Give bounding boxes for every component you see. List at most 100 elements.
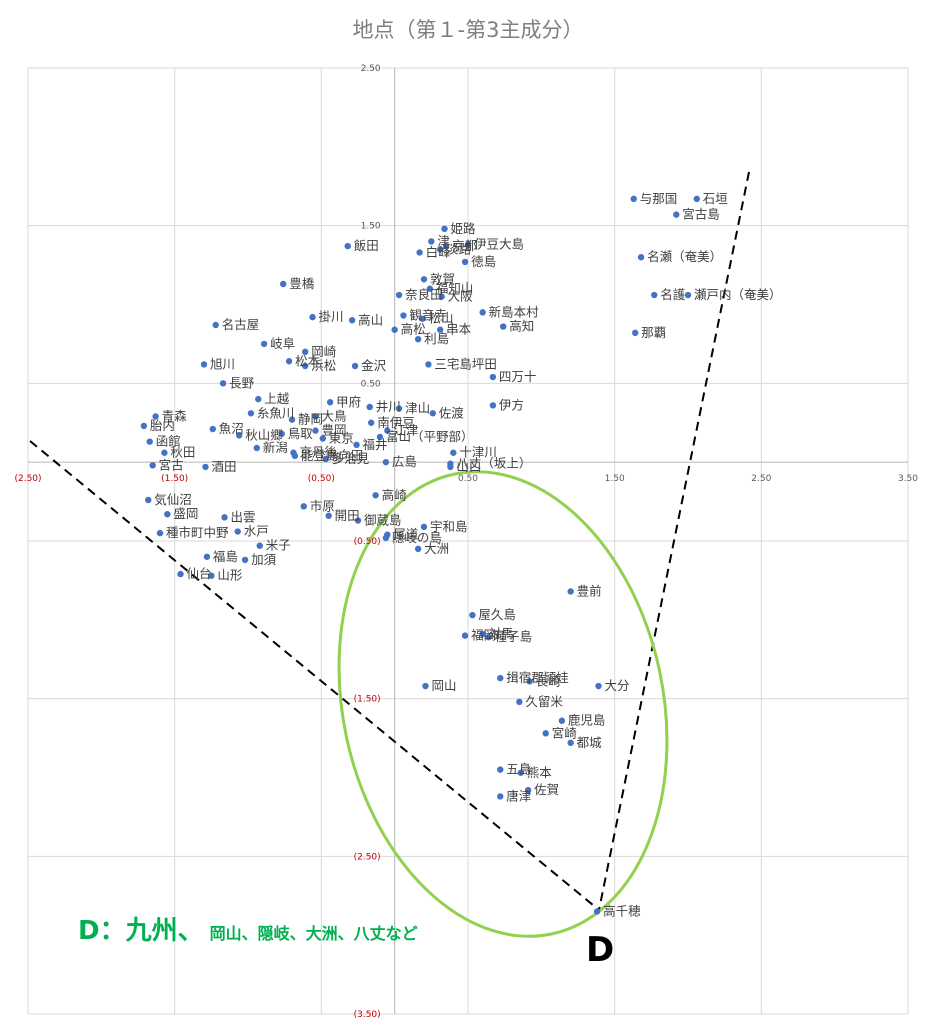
right-boundary-line bbox=[598, 171, 750, 911]
x-tick-label: (2.50) bbox=[14, 474, 41, 484]
data-point-label: 福岡 bbox=[471, 628, 496, 643]
data-point bbox=[558, 717, 566, 724]
data-point-label: 三宅島坪田 bbox=[434, 356, 497, 371]
data-point-label: 新島本村 bbox=[489, 304, 540, 319]
y-tick-label: (0.50) bbox=[354, 537, 381, 547]
data-point bbox=[322, 455, 329, 463]
data-point-label: 胎内 bbox=[150, 418, 175, 433]
data-point bbox=[366, 403, 373, 411]
data-point-label: 名瀬（奄美） bbox=[647, 249, 722, 264]
data-point-label: 福井 bbox=[363, 437, 388, 452]
data-point-label: 豊岡 bbox=[321, 423, 346, 438]
data-point-label: 福知山 bbox=[436, 281, 474, 296]
y-tick-label: (2.50) bbox=[354, 852, 381, 862]
data-point bbox=[414, 335, 422, 343]
data-point bbox=[426, 285, 434, 292]
data-point-label: 高千穂 bbox=[603, 904, 641, 919]
data-point-label: 屋久島 bbox=[478, 607, 516, 622]
data-point-label: 那覇 bbox=[641, 325, 666, 340]
data-point-label: 青森 bbox=[162, 408, 188, 423]
data-point bbox=[212, 321, 219, 329]
data-point-label: 松山 bbox=[429, 311, 454, 326]
data-point bbox=[351, 362, 359, 370]
data-point-label: 宮古島 bbox=[682, 207, 720, 222]
data-point bbox=[526, 678, 533, 685]
annotation-detail: 岡山、隠岐、大洲、八丈など bbox=[209, 924, 418, 943]
data-point bbox=[516, 698, 523, 706]
data-point-label: 高山 bbox=[358, 312, 383, 327]
data-point bbox=[382, 534, 390, 542]
data-point bbox=[203, 553, 211, 560]
data-point-label: 高知 bbox=[509, 319, 534, 334]
data-point bbox=[436, 326, 444, 333]
data-point bbox=[416, 249, 423, 256]
data-point-label: 気仙沼 bbox=[154, 492, 192, 507]
data-point bbox=[302, 348, 309, 355]
data-point-label: 能登島向田 bbox=[301, 448, 364, 463]
data-point-label: 京丹後 bbox=[299, 445, 337, 460]
data-point bbox=[164, 510, 171, 518]
data-point-label: 伊豆大島 bbox=[474, 237, 524, 252]
data-point-label: 魚沼 bbox=[219, 421, 244, 436]
y-tick-label: (3.50) bbox=[354, 1010, 381, 1020]
data-point-label: 上越 bbox=[264, 391, 290, 406]
data-point-label: 津 bbox=[437, 233, 450, 248]
data-point bbox=[391, 326, 398, 333]
data-point bbox=[420, 523, 428, 531]
data-point bbox=[221, 514, 228, 521]
data-point-label: 盛岡 bbox=[173, 506, 198, 521]
data-point bbox=[461, 258, 469, 266]
data-point bbox=[693, 195, 700, 203]
data-point-label: 長野 bbox=[229, 375, 255, 390]
data-point bbox=[152, 413, 159, 420]
data-point-label: 富山（平野部） bbox=[386, 429, 474, 444]
data-point-label: 掛川 bbox=[319, 309, 344, 324]
data-point-label: 揖宿郡頴娃 bbox=[506, 670, 569, 685]
data-point-label: 観音寺 bbox=[409, 308, 447, 323]
x-tick-label: 2.50 bbox=[751, 474, 771, 484]
data-point-label: 旭川 bbox=[210, 356, 235, 371]
data-point bbox=[637, 254, 645, 261]
data-point-label: 瀬戸内（奄美） bbox=[694, 287, 782, 302]
data-point bbox=[395, 291, 403, 299]
data-point bbox=[236, 432, 243, 439]
grid bbox=[27, 67, 909, 1015]
data-point-label: 大分 bbox=[605, 678, 630, 693]
data-point bbox=[300, 503, 307, 510]
data-point-label: 開田 bbox=[335, 508, 360, 523]
data-point-label: 隠岐の島 bbox=[392, 530, 442, 545]
data-point-label: 豊橋 bbox=[289, 276, 315, 291]
data-point bbox=[441, 225, 448, 233]
data-point bbox=[542, 730, 549, 737]
data-point bbox=[395, 405, 403, 412]
data-point-label: 十津川 bbox=[459, 445, 497, 460]
x-tick-label: 0.50 bbox=[458, 474, 478, 484]
data-point bbox=[309, 313, 316, 321]
cluster-annotation: D：九州、 岡山、隠岐、大洲、八丈など bbox=[78, 910, 418, 947]
y-tick-label: (1.50) bbox=[354, 695, 381, 705]
data-point-label: 江津 bbox=[393, 423, 418, 438]
data-point-label: 敦賀 bbox=[430, 271, 455, 286]
data-point bbox=[469, 611, 476, 619]
data-point-label: 尾道 bbox=[393, 527, 419, 542]
data-point-label: 出雲 bbox=[231, 509, 256, 524]
data-point-label: 長崎 bbox=[536, 673, 562, 688]
data-point bbox=[319, 435, 326, 442]
data-point bbox=[278, 430, 285, 437]
data-points bbox=[140, 195, 700, 915]
data-point bbox=[344, 242, 351, 250]
data-point bbox=[326, 399, 334, 406]
data-point-label: 高崎 bbox=[382, 487, 408, 502]
data-point bbox=[376, 433, 384, 441]
data-point-label: 宇和島 bbox=[430, 519, 468, 534]
data-point-label: 与那国 bbox=[640, 191, 678, 206]
data-point bbox=[280, 280, 287, 288]
data-point bbox=[247, 410, 255, 417]
data-point bbox=[673, 211, 680, 218]
y-tick-label: 0.50 bbox=[361, 379, 381, 389]
data-point-label: 四万十 bbox=[499, 369, 537, 384]
data-point-label: 高松 bbox=[401, 322, 426, 337]
data-point-label: 佐渡 bbox=[439, 405, 465, 420]
data-point bbox=[497, 766, 504, 773]
